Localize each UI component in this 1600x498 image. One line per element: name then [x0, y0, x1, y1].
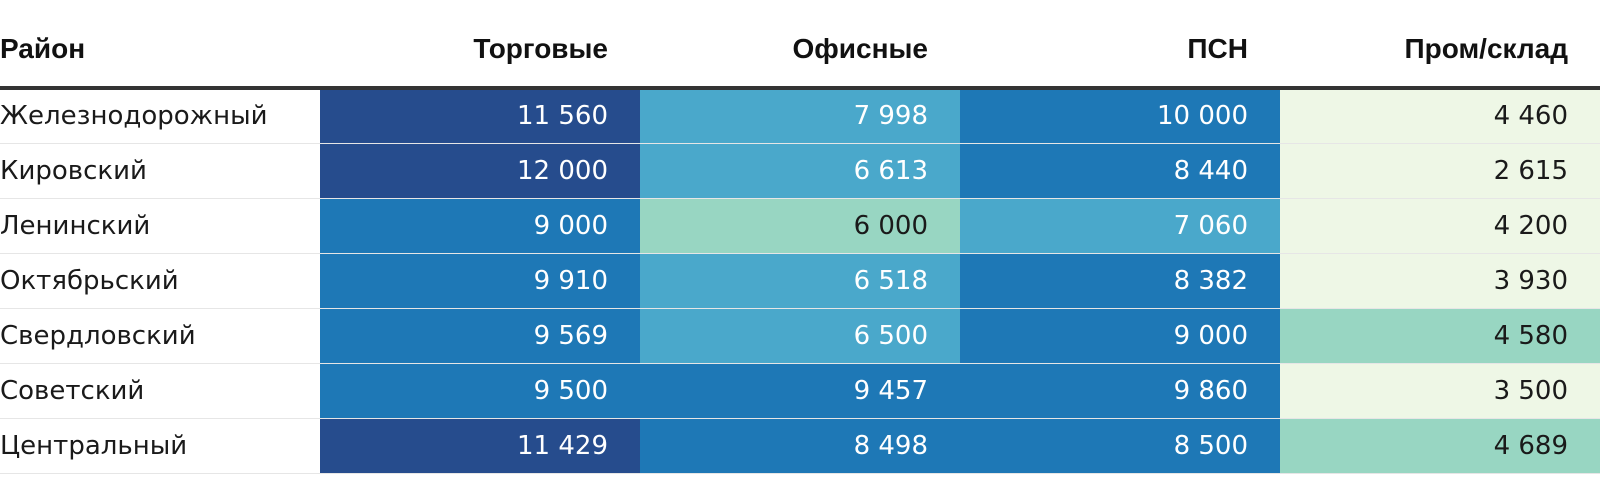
table-row: Железнодорожный 11 560 7 998 10 000 4 460 — [0, 88, 1600, 144]
value-cell: 2 615 — [1280, 143, 1600, 199]
table-row: Советский 9 500 9 457 9 860 3 500 — [0, 363, 1600, 419]
district-name-cell: Советский — [0, 363, 320, 419]
value-cell: 8 498 — [640, 418, 960, 474]
value-cell: 11 560 — [320, 88, 640, 144]
value-cell: 4 460 — [1280, 88, 1600, 144]
column-header-psn: ПСН — [960, 0, 1280, 90]
value-cell: 9 569 — [320, 308, 640, 364]
value-cell: 11 429 — [320, 418, 640, 474]
table-body: Железнодорожный 11 560 7 998 10 000 4 460 Кир… — [0, 88, 1600, 474]
value-cell: 8 440 — [960, 143, 1280, 199]
district-name-cell: Свердловский — [0, 308, 320, 364]
district-name-cell: Железнодорожный — [0, 88, 320, 144]
value-cell: 7 060 — [960, 198, 1280, 254]
header-row: Район Торговые Офисные ПСН Пром/склад — [0, 0, 1600, 90]
value-cell: 4 689 — [1280, 418, 1600, 474]
column-header-retail: Торговые — [320, 0, 640, 90]
district-name-cell: Ленинский — [0, 198, 320, 254]
value-cell: 8 500 — [960, 418, 1280, 474]
value-cell: 6 518 — [640, 253, 960, 309]
district-name-cell: Октябрьский — [0, 253, 320, 309]
table-row: Октябрьский 9 910 6 518 8 382 3 930 — [0, 253, 1600, 309]
value-cell: 3 500 — [1280, 363, 1600, 419]
value-cell: 6 500 — [640, 308, 960, 364]
column-header-industrial: Пром/склад — [1280, 0, 1600, 90]
value-cell: 3 930 — [1280, 253, 1600, 309]
value-cell: 6 000 — [640, 198, 960, 254]
table-row: Кировский 12 000 6 613 8 440 2 615 — [0, 143, 1600, 199]
value-cell: 6 613 — [640, 143, 960, 199]
data-table: Район Торговые Офисные ПСН Пром/склад Же… — [0, 0, 1600, 474]
value-cell: 7 998 — [640, 88, 960, 144]
value-cell: 9 860 — [960, 363, 1280, 419]
district-name-cell: Кировский — [0, 143, 320, 199]
district-name-cell: Центральный — [0, 418, 320, 474]
value-cell: 4 200 — [1280, 198, 1600, 254]
heatmap-table: Район Торговые Офисные ПСН Пром/склад Же… — [0, 0, 1600, 474]
value-cell: 9 910 — [320, 253, 640, 309]
table-row: Свердловский 9 569 6 500 9 000 4 580 — [0, 308, 1600, 364]
table-row: Центральный 11 429 8 498 8 500 4 689 — [0, 418, 1600, 474]
value-cell: 10 000 — [960, 88, 1280, 144]
value-cell: 8 382 — [960, 253, 1280, 309]
value-cell: 9 457 — [640, 363, 960, 419]
table-row: Ленинский 9 000 6 000 7 060 4 200 — [0, 198, 1600, 254]
value-cell: 12 000 — [320, 143, 640, 199]
value-cell: 4 580 — [1280, 308, 1600, 364]
value-cell: 9 000 — [320, 198, 640, 254]
value-cell: 9 500 — [320, 363, 640, 419]
value-cell: 9 000 — [960, 308, 1280, 364]
column-header-office: Офисные — [640, 0, 960, 90]
column-header-district: Район — [0, 0, 320, 90]
